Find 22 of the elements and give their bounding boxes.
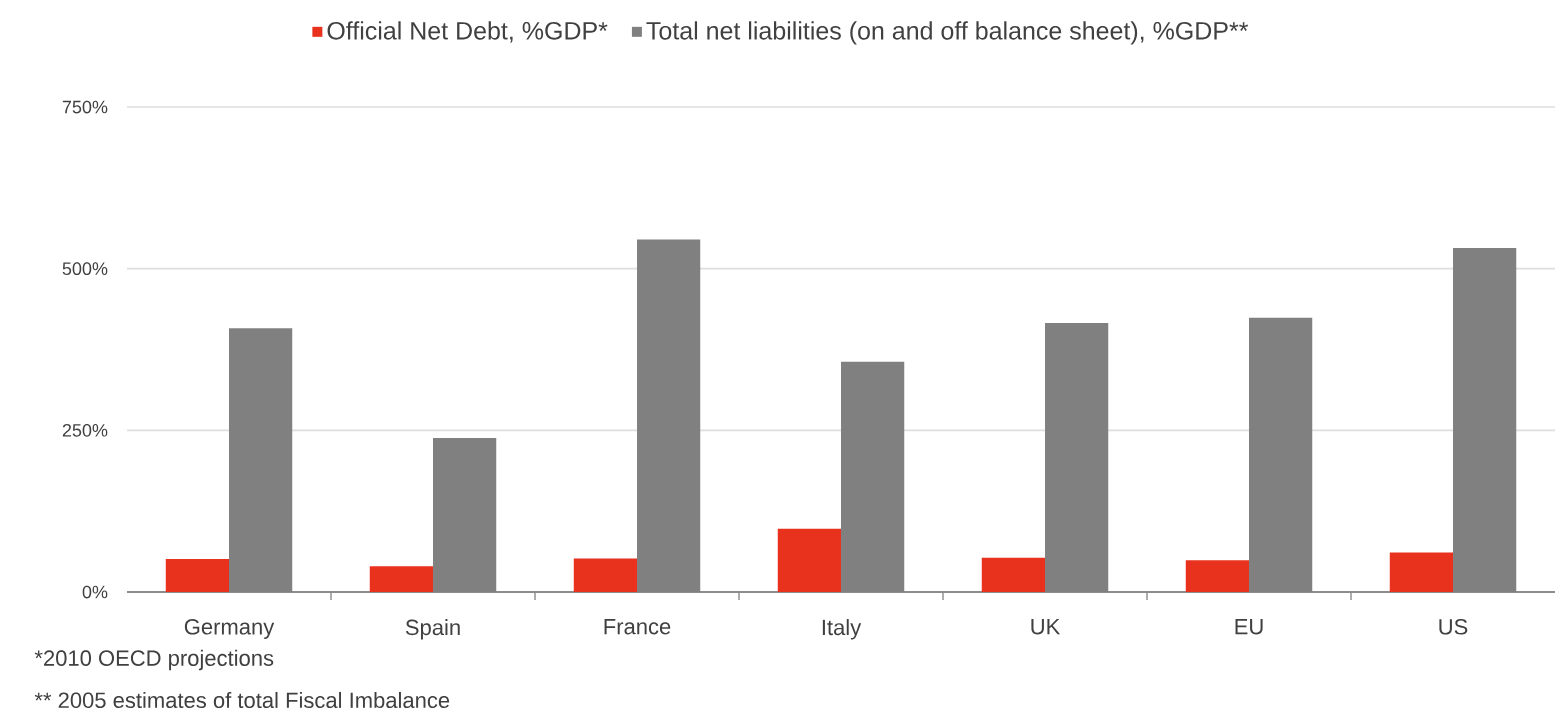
bar	[777, 528, 842, 592]
x-tick-label: US	[1439, 619, 1468, 635]
x-tick-label: Italy	[822, 619, 862, 640]
x-tick-label: Germany	[184, 619, 275, 639]
x-tick-label: UK	[1031, 619, 1061, 635]
y-tick-label: 250%	[62, 423, 108, 437]
x-tick-label: Spain	[405, 619, 460, 640]
bar	[573, 558, 638, 592]
bar	[369, 566, 434, 592]
text: ** 2005 estimates of total Fiscal Imbalance	[34, 691, 450, 709]
bar	[1185, 560, 1250, 592]
legend-label: Official Net Debt, %GDP*	[327, 21, 608, 43]
legend-label: Total net liabilities (on and off balance sheet), %GDP**	[646, 21, 1249, 45]
bar	[165, 559, 229, 592]
bar	[1389, 552, 1454, 592]
y-tick-label: 750%	[62, 100, 108, 114]
bar	[981, 557, 1046, 592]
y-tick-label: 0%	[82, 585, 108, 599]
x-tick-label: France	[604, 619, 671, 635]
text: *2010 OECD projections	[34, 649, 274, 671]
x-tick-label: EU	[1235, 619, 1263, 635]
y-tick-label: 500%	[62, 262, 108, 276]
